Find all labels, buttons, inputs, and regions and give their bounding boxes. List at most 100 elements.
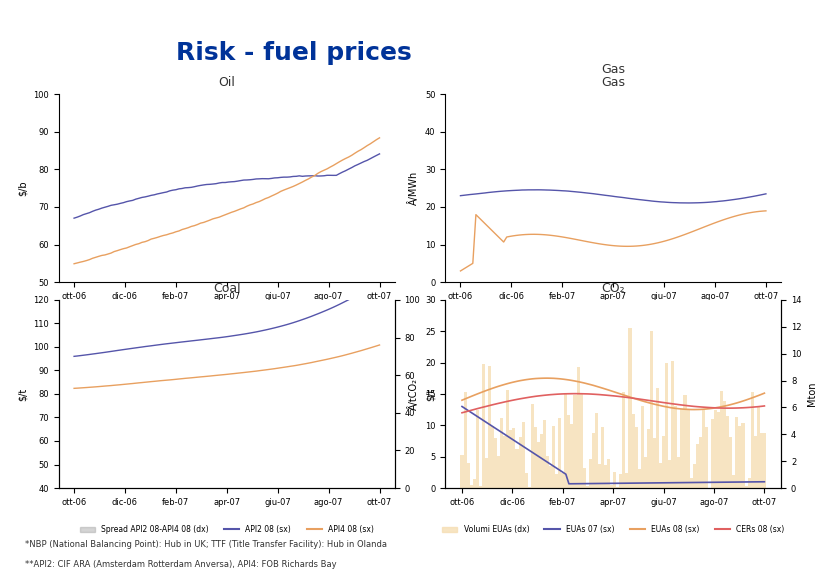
Bar: [576, 367, 580, 488]
Bar: [684, 395, 686, 488]
Bar: [473, 479, 475, 488]
Bar: [656, 388, 659, 488]
Legend: Volumi EUAs (dx), EUAs 07 (sx), EUAs 08 (sx), CERs 08 (sx): Volumi EUAs (dx), EUAs 07 (sx), EUAs 08 …: [439, 522, 787, 537]
Bar: [653, 438, 656, 488]
Bar: [598, 463, 601, 488]
Bar: [732, 475, 735, 488]
Bar: [494, 438, 497, 488]
Bar: [659, 463, 662, 488]
Bar: [564, 393, 567, 488]
Bar: [686, 409, 690, 488]
Text: Risk - fuel prices: Risk - fuel prices: [176, 41, 412, 65]
Bar: [470, 485, 473, 488]
Legend: TTF Cal 08, NBP Day Ahead: TTF Cal 08, NBP Day Ahead: [523, 304, 703, 319]
Bar: [665, 363, 668, 488]
Bar: [735, 417, 738, 488]
Bar: [729, 437, 732, 488]
Bar: [717, 412, 720, 488]
Bar: [662, 436, 665, 488]
Bar: [742, 423, 744, 488]
Bar: [567, 415, 570, 488]
Bar: [475, 410, 479, 488]
Bar: [690, 479, 693, 488]
Bar: [699, 437, 701, 488]
Bar: [760, 433, 763, 488]
Bar: [567, 415, 570, 488]
Bar: [626, 473, 628, 488]
Bar: [561, 473, 564, 488]
Bar: [592, 433, 595, 488]
Bar: [727, 416, 729, 488]
Bar: [589, 459, 592, 488]
Bar: [503, 436, 507, 488]
Bar: [525, 473, 528, 488]
Title: Oil: Oil: [218, 76, 235, 89]
Bar: [727, 416, 729, 488]
Bar: [494, 438, 497, 488]
Bar: [763, 433, 766, 488]
Legend: Spread API2 08-API4 08 (dx), API2 08 (sx), API4 08 (sx): Spread API2 08-API4 08 (dx), API2 08 (sx…: [76, 522, 377, 537]
Bar: [643, 457, 647, 488]
Bar: [546, 456, 549, 488]
Bar: [537, 442, 540, 488]
Bar: [686, 409, 690, 488]
Bar: [460, 455, 464, 488]
Bar: [479, 486, 482, 488]
Text: *NBP (National Balancing Point): Hub in UK; TTF (Title Transfer Facility): Hub i: *NBP (National Balancing Point): Hub in …: [25, 540, 387, 549]
Y-axis label: $/t: $/t: [426, 387, 436, 400]
Bar: [650, 331, 653, 488]
Bar: [701, 409, 705, 488]
Bar: [507, 390, 509, 488]
Bar: [570, 424, 574, 488]
Bar: [720, 390, 723, 488]
Bar: [760, 433, 763, 488]
Bar: [662, 436, 665, 488]
Bar: [753, 436, 757, 488]
Bar: [693, 463, 696, 488]
Bar: [628, 328, 632, 488]
Bar: [656, 388, 659, 488]
Bar: [634, 427, 638, 488]
Bar: [531, 405, 533, 488]
Title: Gas: Gas: [601, 76, 625, 89]
Text: GENERATING ELECTRICITY: GENERATING ELECTRICITY: [706, 569, 797, 575]
Bar: [491, 426, 494, 488]
Bar: [714, 410, 717, 488]
Bar: [525, 473, 528, 488]
Bar: [613, 472, 617, 488]
Title: CO₂: CO₂: [601, 282, 625, 295]
Bar: [531, 405, 533, 488]
Bar: [701, 409, 705, 488]
Bar: [546, 456, 549, 488]
Bar: [604, 465, 607, 488]
Bar: [528, 487, 531, 488]
Bar: [705, 427, 708, 488]
Text: ✳ Enel: ✳ Enel: [724, 537, 780, 552]
Bar: [641, 406, 643, 488]
Bar: [680, 409, 684, 488]
Bar: [607, 459, 610, 488]
Bar: [583, 467, 585, 488]
Bar: [561, 473, 564, 488]
Bar: [717, 412, 720, 488]
Bar: [742, 423, 744, 488]
Bar: [723, 400, 727, 488]
Bar: [540, 433, 543, 488]
Bar: [488, 366, 491, 488]
Bar: [610, 485, 613, 488]
Bar: [574, 395, 576, 488]
Bar: [512, 428, 516, 488]
Bar: [757, 407, 760, 488]
Bar: [619, 473, 622, 488]
Bar: [500, 418, 503, 488]
Bar: [714, 410, 717, 488]
Bar: [680, 409, 684, 488]
Bar: [748, 478, 751, 488]
Bar: [500, 418, 503, 488]
Bar: [574, 395, 576, 488]
Bar: [659, 463, 662, 488]
Bar: [598, 463, 601, 488]
Y-axis label: Â/tCO₂: Â/tCO₂: [408, 378, 419, 410]
Bar: [543, 420, 546, 488]
Bar: [744, 486, 748, 488]
